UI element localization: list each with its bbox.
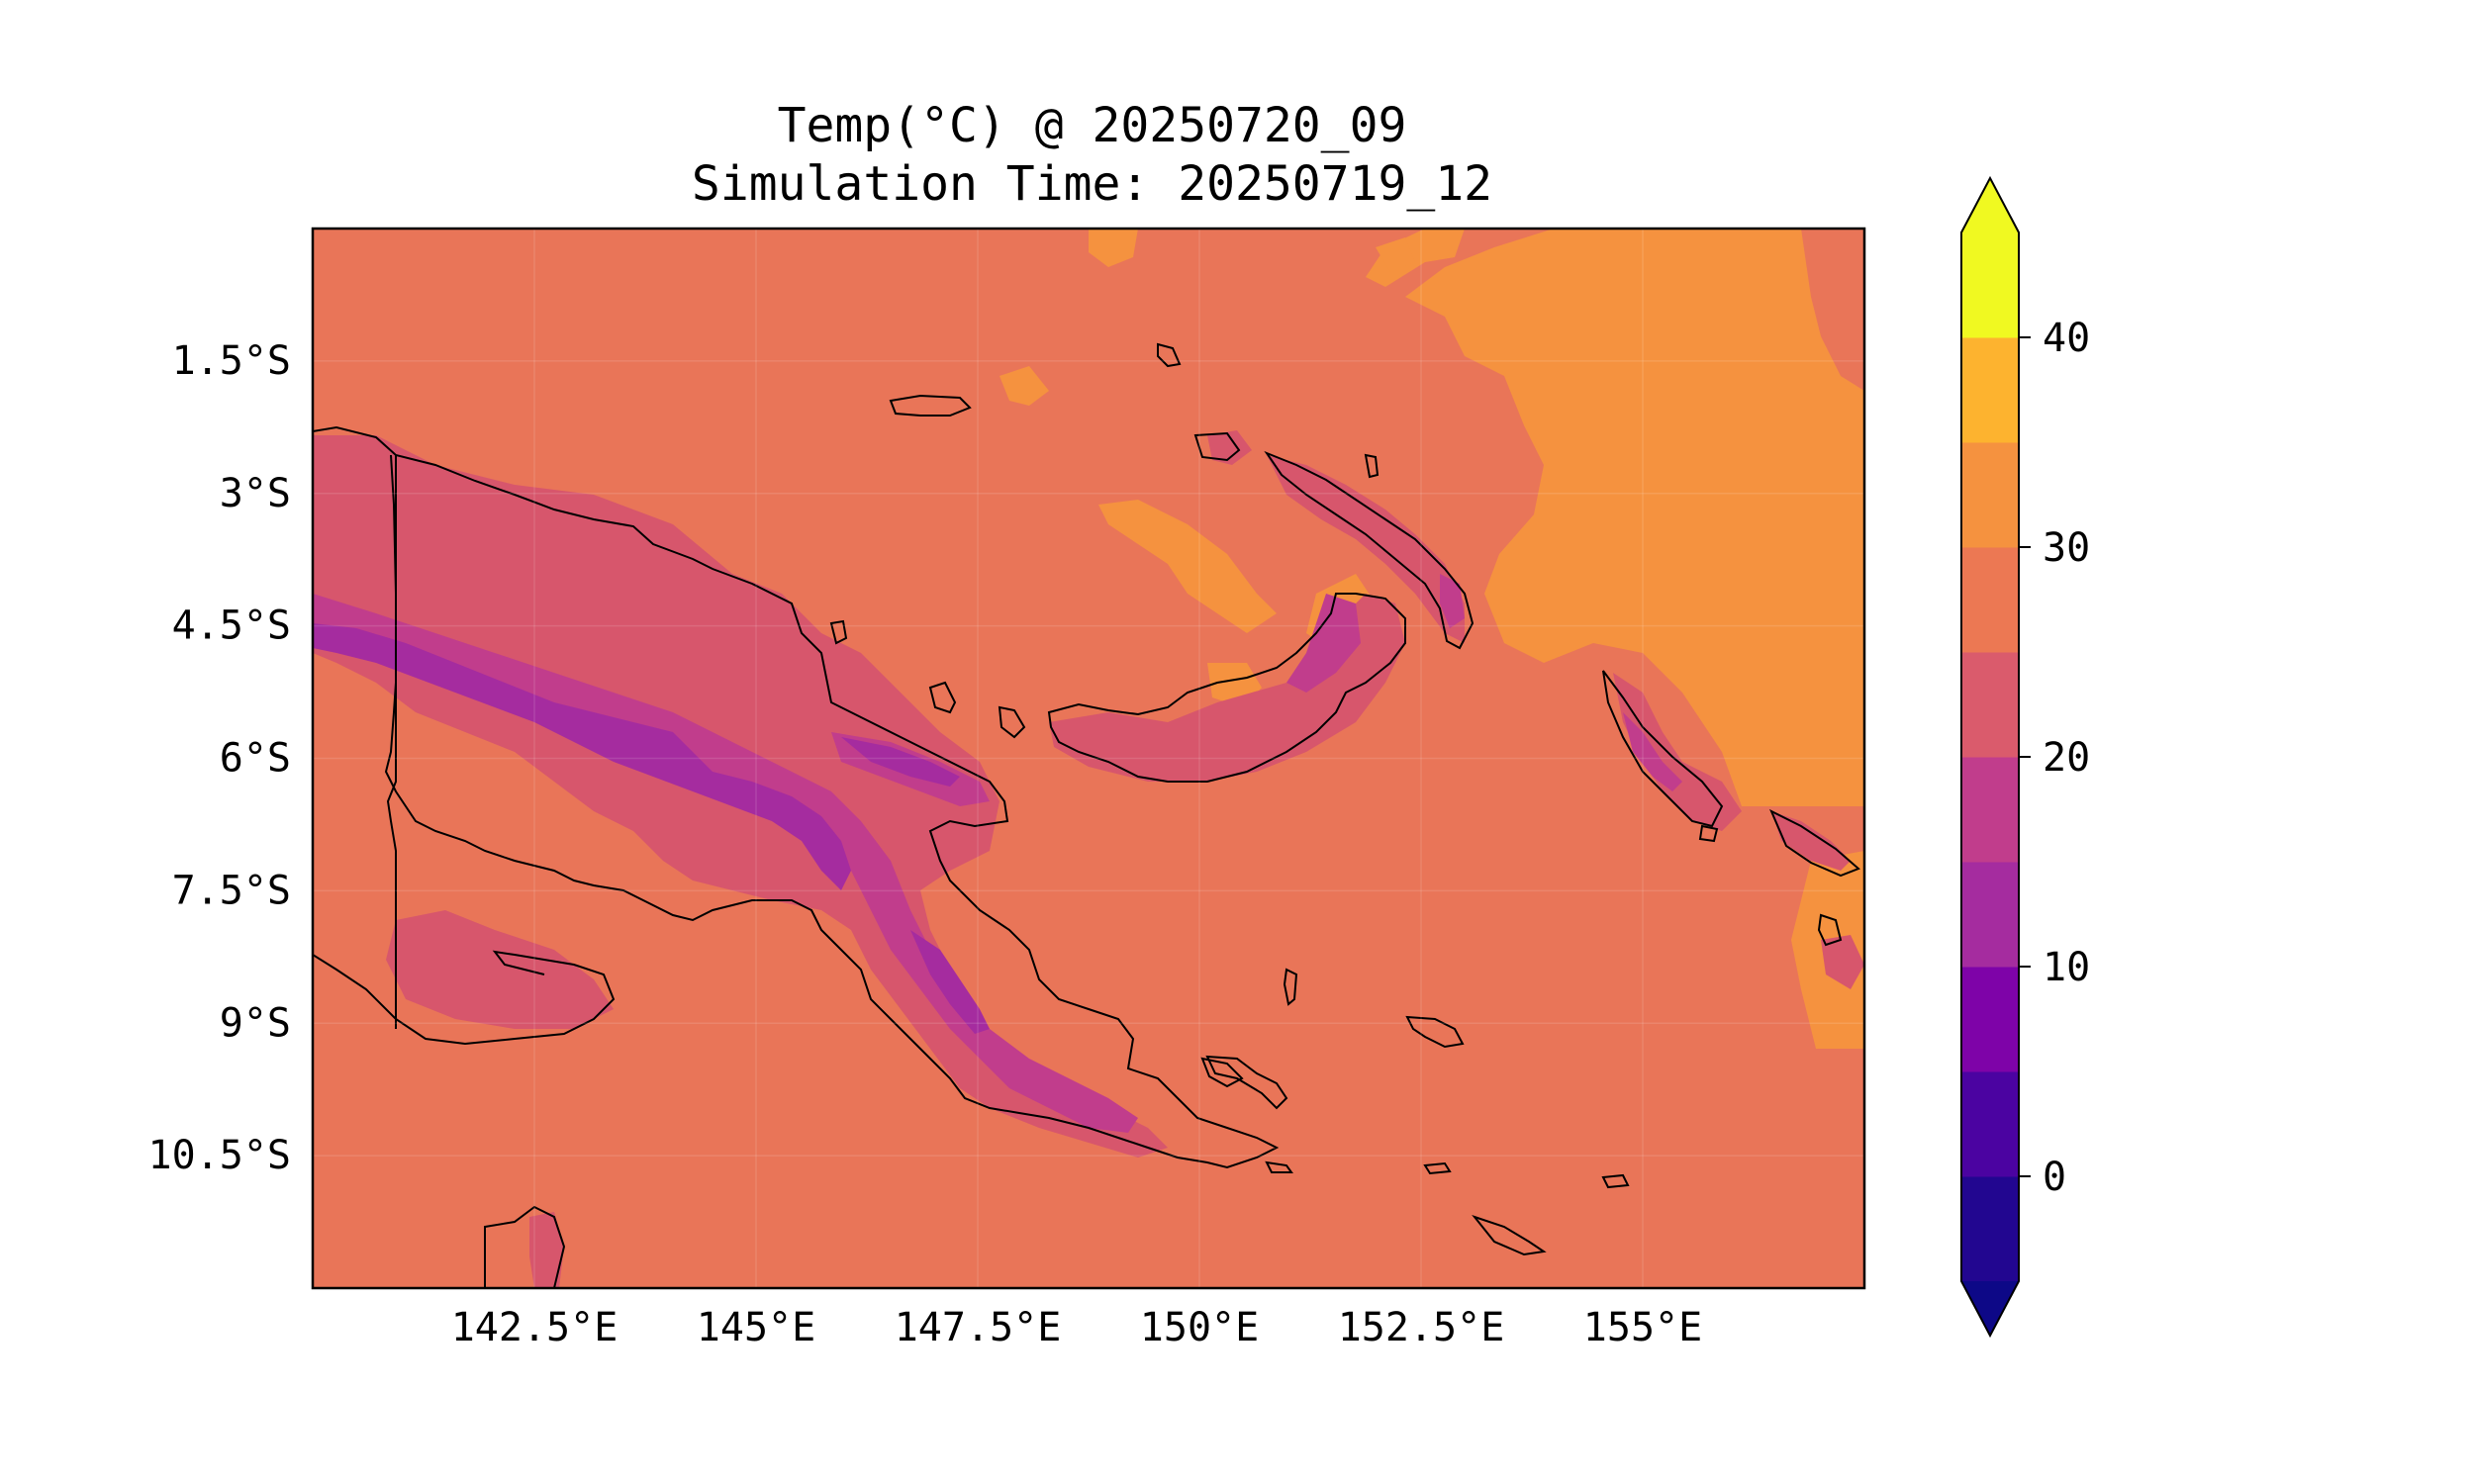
island-16 xyxy=(1698,824,1719,843)
colorbar-segment xyxy=(1961,232,2019,338)
colorbar-segment xyxy=(1961,757,2019,863)
island-18 xyxy=(484,1205,566,1288)
map-panel xyxy=(313,229,1864,1288)
island-7 xyxy=(1283,968,1298,1006)
title-line-2: Simulation Time: 20250719_12 xyxy=(691,156,1493,212)
island-17 xyxy=(1265,1160,1293,1173)
colorbar-segment xyxy=(1961,337,2019,443)
coastlines xyxy=(313,342,1860,1288)
longitude-tick-label: 145°E xyxy=(697,1305,815,1350)
new-ireland-coastline xyxy=(1264,450,1475,650)
latitude-tick-label: 6°S xyxy=(220,736,291,782)
latitude-axis: 1.5°S 3°S 4.5°S 6°S 7.5°S 9°S 10.5°S xyxy=(148,338,292,1178)
island-13 xyxy=(829,619,848,645)
longitude-tick-label: 150°E xyxy=(1140,1305,1259,1350)
island-8 xyxy=(928,681,957,714)
island-4 xyxy=(1205,1055,1288,1110)
latitude-tick-label: 1.5°S xyxy=(172,338,291,384)
colorbar-tick-label: 40 xyxy=(2043,316,2090,361)
colorbar-segment xyxy=(1961,967,2019,1072)
longitude-tick-label: 155°E xyxy=(1583,1305,1702,1350)
solomon-islands-coastline xyxy=(1769,808,1860,878)
colorbar-tick-label: 30 xyxy=(2043,525,2090,571)
latitude-tick-label: 7.5°S xyxy=(172,868,291,913)
colorbar: 0 10 20 30 40 xyxy=(1960,175,2090,1339)
png-indonesia-border xyxy=(386,455,397,1029)
colorbar-segment xyxy=(1961,547,2019,653)
longitude-tick-label: 147.5°E xyxy=(895,1305,1062,1350)
island-5 xyxy=(1405,1015,1465,1049)
colorbar-segment xyxy=(1961,862,2019,968)
island-3 xyxy=(1193,431,1241,462)
latitude-tick-label: 3°S xyxy=(220,471,291,516)
coldest-temperature-regions xyxy=(313,623,990,1034)
map-frame xyxy=(311,227,1866,1290)
latitude-tick-label: 9°S xyxy=(220,1000,291,1046)
longitude-tick-label: 152.5°E xyxy=(1338,1305,1505,1350)
longitude-axis: 142.5°E 145°E 147.5°E 150°E 152.5°E 155°E xyxy=(451,1305,1703,1350)
island-10 xyxy=(1817,913,1843,947)
southern-coastline xyxy=(313,950,616,1046)
island-9 xyxy=(998,705,1026,739)
island-15 xyxy=(1200,1057,1244,1088)
colorbar-over-extension xyxy=(1961,178,2019,232)
title-line-1: Temp(°C) @ 20250720_09 xyxy=(777,98,1407,153)
island-2 xyxy=(1157,342,1182,368)
colorbar-under-extension xyxy=(1961,1281,2019,1336)
colorbar-segment xyxy=(1961,442,2019,548)
bougainville-coastline xyxy=(1602,670,1724,828)
new-britain-coastline xyxy=(1047,593,1406,783)
island-1 xyxy=(889,394,972,417)
colorbar-outline xyxy=(1960,175,2020,1339)
longitude-tick-label: 142.5°E xyxy=(451,1305,618,1350)
colorbar-tick-label: 10 xyxy=(2043,945,2090,990)
colorbar-tick-label: 0 xyxy=(2043,1155,2066,1200)
latitude-tick-label: 4.5°S xyxy=(172,603,291,649)
island-11 xyxy=(1601,1173,1630,1189)
latitude-tick-label: 10.5°S xyxy=(148,1133,292,1178)
new-guinea-coastline xyxy=(313,425,1280,1169)
colorbar-tick-label: 20 xyxy=(2043,735,2090,781)
island-12 xyxy=(1423,1161,1452,1175)
colorbar-segment xyxy=(1961,1071,2019,1177)
island-6 xyxy=(1472,1214,1547,1256)
warm-temperature-regions xyxy=(999,229,1864,1049)
colorbar-segment xyxy=(1961,1176,2019,1282)
island-14 xyxy=(1364,453,1380,479)
colorbar-segment xyxy=(1961,652,2019,758)
